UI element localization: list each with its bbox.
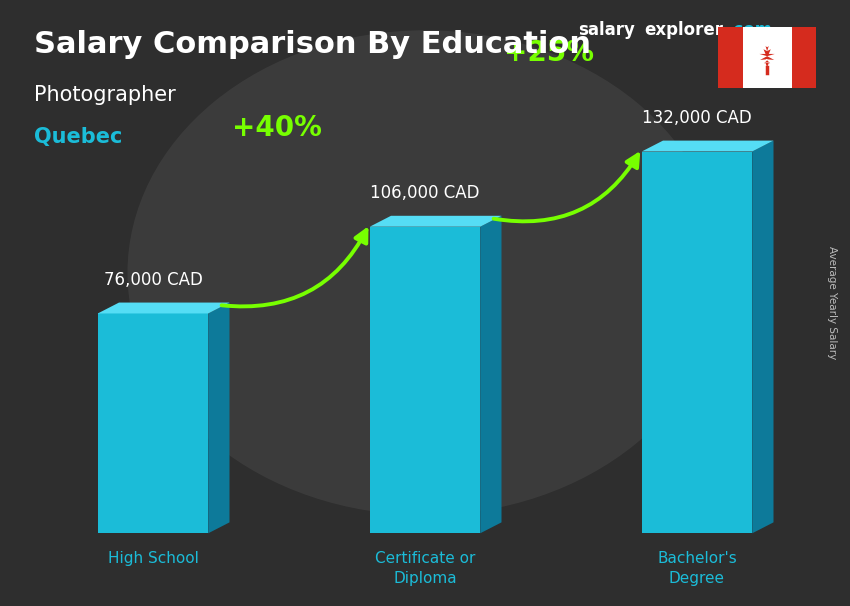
Polygon shape xyxy=(480,216,501,533)
Text: Bachelor's
Degree: Bachelor's Degree xyxy=(657,551,737,586)
Polygon shape xyxy=(370,227,480,533)
Text: Certificate or
Diploma: Certificate or Diploma xyxy=(375,551,475,586)
Text: High School: High School xyxy=(108,551,198,567)
Text: Average Yearly Salary: Average Yearly Salary xyxy=(827,247,837,359)
Polygon shape xyxy=(208,302,230,533)
Polygon shape xyxy=(98,313,208,533)
Polygon shape xyxy=(752,141,774,533)
Text: Photographer: Photographer xyxy=(34,85,176,105)
Text: +25%: +25% xyxy=(504,39,594,67)
Bar xyxy=(718,27,743,88)
Ellipse shape xyxy=(128,30,722,515)
Polygon shape xyxy=(98,302,230,313)
Text: explorer: explorer xyxy=(644,21,723,39)
Polygon shape xyxy=(759,46,775,67)
Polygon shape xyxy=(642,141,774,152)
Text: +40%: +40% xyxy=(232,114,322,142)
Text: Salary Comparison By Education: Salary Comparison By Education xyxy=(34,30,591,59)
Polygon shape xyxy=(642,152,752,533)
Text: salary: salary xyxy=(578,21,635,39)
Text: 76,000 CAD: 76,000 CAD xyxy=(104,271,202,289)
Text: 106,000 CAD: 106,000 CAD xyxy=(371,184,479,202)
Text: Quebec: Quebec xyxy=(34,127,122,147)
Text: 132,000 CAD: 132,000 CAD xyxy=(642,109,752,127)
Text: .com: .com xyxy=(728,21,773,39)
Polygon shape xyxy=(370,216,502,227)
Bar xyxy=(791,27,816,88)
